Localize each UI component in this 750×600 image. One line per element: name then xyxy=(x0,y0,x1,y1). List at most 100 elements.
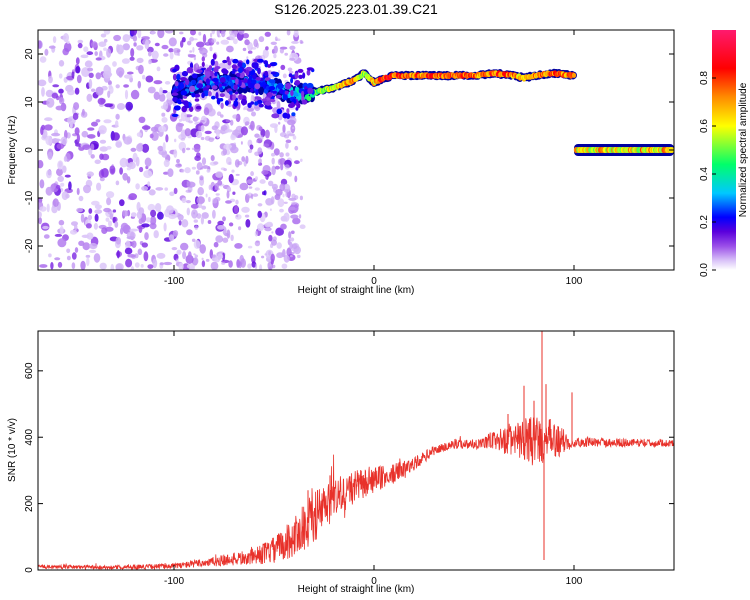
noise-blob xyxy=(154,42,160,47)
noise-blob xyxy=(273,53,277,59)
ridge-scatter xyxy=(252,62,259,70)
ridge-scatter xyxy=(195,105,202,110)
noise-blob xyxy=(151,131,159,141)
ridge-scatter xyxy=(232,58,239,64)
noise-blob xyxy=(184,128,191,137)
noise-blob xyxy=(38,79,47,87)
noise-blob xyxy=(298,214,302,219)
noise-blob xyxy=(281,263,288,269)
noise-blob xyxy=(246,195,252,198)
x-tick-label: 100 xyxy=(566,276,583,287)
noise-blob xyxy=(195,117,200,121)
noise-blob xyxy=(199,244,206,254)
noise-blob xyxy=(235,199,239,205)
noise-blob xyxy=(186,229,193,236)
noise-blob xyxy=(108,220,112,227)
noise-blob xyxy=(52,198,59,207)
noise-blob xyxy=(280,163,284,171)
noise-blob xyxy=(76,207,83,213)
noise-blob xyxy=(135,183,140,190)
noise-blob xyxy=(65,193,70,199)
noise-blob xyxy=(220,150,227,156)
noise-blob xyxy=(242,107,246,111)
noise-blob xyxy=(147,181,151,187)
noise-blob xyxy=(292,135,297,140)
noise-blob xyxy=(57,261,63,268)
noise-blob xyxy=(290,230,295,235)
ridge-scatter xyxy=(214,71,218,77)
ridge-scatter xyxy=(180,90,188,96)
noise-blob xyxy=(136,132,142,138)
noise-blob xyxy=(163,101,169,111)
y-tick-label: 400 xyxy=(24,428,35,445)
noise-blob xyxy=(193,240,201,249)
ridge-cell xyxy=(265,85,271,91)
noise-blob xyxy=(136,45,144,51)
noise-blob xyxy=(256,42,259,49)
noise-blob xyxy=(220,167,226,171)
noise-blob xyxy=(279,48,284,54)
noise-blob xyxy=(56,168,63,177)
noise-blob xyxy=(284,52,289,56)
ridge-scatter xyxy=(279,88,284,94)
ridge-scatter xyxy=(233,100,239,107)
ridge-scatter xyxy=(171,113,179,117)
noise-blob xyxy=(202,165,209,169)
ridge-scatter xyxy=(268,98,276,103)
ridge-scatter xyxy=(284,82,292,90)
noise-blob xyxy=(279,208,284,213)
noise-blob xyxy=(39,264,48,268)
noise-blob xyxy=(106,48,112,58)
ridge-scatter xyxy=(270,71,277,75)
ridge-scatter xyxy=(191,73,198,79)
noise-blob xyxy=(261,170,269,175)
noise-blob xyxy=(171,247,178,251)
colorbar-tick-label: 0.6 xyxy=(699,119,710,133)
noise-blob xyxy=(103,119,112,124)
noise-blob xyxy=(275,227,284,236)
ridge-scatter xyxy=(233,84,238,90)
noise-blob xyxy=(163,53,169,57)
noise-blob xyxy=(272,264,276,269)
noise-blob xyxy=(126,71,134,75)
noise-blob xyxy=(165,134,169,143)
noise-blob xyxy=(225,119,231,123)
noise-blob xyxy=(264,129,270,139)
noise-blob xyxy=(39,206,47,212)
noise-blob xyxy=(207,220,212,224)
noise-blob xyxy=(95,57,102,61)
noise-blob xyxy=(294,160,300,165)
noise-blob xyxy=(123,74,133,79)
ridge-scatter xyxy=(301,99,308,105)
noise-blob xyxy=(220,125,228,131)
ridge-scatter xyxy=(181,70,189,77)
noise-blob xyxy=(98,125,107,135)
noise-blob xyxy=(220,39,230,45)
noise-blob xyxy=(153,80,163,85)
noise-blob xyxy=(176,249,182,255)
noise-blob xyxy=(211,125,219,131)
ridge-scatter xyxy=(267,64,271,68)
noise-blob xyxy=(161,151,168,158)
ridge-scatter xyxy=(215,92,219,99)
noise-blob xyxy=(203,107,210,116)
noise-blob xyxy=(161,44,169,50)
ridge-scatter xyxy=(243,78,248,83)
noise-blob xyxy=(228,30,234,36)
noise-blob xyxy=(141,242,148,248)
noise-blob xyxy=(274,36,278,42)
noise-blob xyxy=(89,242,98,250)
noise-blob xyxy=(181,219,189,228)
noise-blob xyxy=(99,262,107,270)
noise-blob xyxy=(147,86,156,94)
ridge-scatter xyxy=(222,69,229,75)
noise-blob xyxy=(126,236,136,240)
noise-blob xyxy=(60,182,65,187)
noise-blob xyxy=(134,253,139,259)
noise-blob xyxy=(95,72,102,80)
noise-blob xyxy=(271,231,274,234)
noise-blob xyxy=(153,91,160,101)
noise-blob xyxy=(235,173,240,176)
noise-blob xyxy=(58,219,65,226)
noise-blob xyxy=(125,258,133,268)
